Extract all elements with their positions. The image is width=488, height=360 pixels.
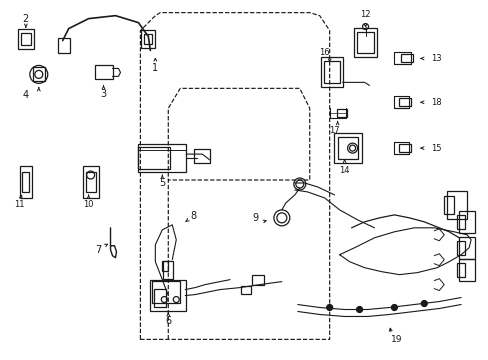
Bar <box>22 172 29 192</box>
Text: 4: 4 <box>23 90 29 100</box>
Bar <box>152 280 180 302</box>
Text: 1: 1 <box>152 63 158 73</box>
Bar <box>456 241 464 255</box>
Bar <box>144 33 152 44</box>
Bar <box>138 147 170 169</box>
Bar <box>458 211 474 233</box>
Bar <box>337 137 357 159</box>
Bar <box>85 172 95 192</box>
Bar <box>356 32 374 54</box>
Circle shape <box>390 305 397 310</box>
Bar <box>401 54 412 62</box>
Text: 15: 15 <box>430 144 441 153</box>
Text: 13: 13 <box>430 54 441 63</box>
Text: 7: 7 <box>95 245 102 255</box>
Bar <box>154 289 166 306</box>
Bar <box>18 28 34 49</box>
Bar <box>456 215 464 229</box>
Bar <box>20 166 32 198</box>
Bar <box>21 32 31 45</box>
Bar <box>458 259 474 280</box>
Text: 12: 12 <box>360 10 370 19</box>
Bar <box>399 98 410 106</box>
Bar <box>323 62 339 84</box>
Bar <box>141 30 155 48</box>
Bar <box>251 275 264 285</box>
Text: 18: 18 <box>430 98 441 107</box>
Text: 9: 9 <box>251 213 258 223</box>
Bar <box>336 109 346 117</box>
Bar <box>399 144 410 152</box>
Text: 16: 16 <box>319 48 329 57</box>
Circle shape <box>421 301 427 306</box>
Text: 6: 6 <box>165 316 171 327</box>
Text: 8: 8 <box>190 211 196 221</box>
Bar <box>320 58 342 87</box>
Text: 14: 14 <box>339 166 349 175</box>
Bar <box>162 261 168 271</box>
Text: 5: 5 <box>159 178 165 188</box>
Bar <box>458 237 474 259</box>
Bar <box>82 166 99 198</box>
Bar <box>33 67 45 81</box>
Bar <box>138 144 186 172</box>
Bar <box>456 263 464 276</box>
Bar <box>241 285 250 293</box>
Text: 10: 10 <box>83 201 94 210</box>
Text: 11: 11 <box>14 201 24 210</box>
Bar <box>447 191 466 219</box>
Bar <box>163 261 173 279</box>
Bar <box>94 66 112 80</box>
Circle shape <box>356 306 362 312</box>
Bar <box>58 37 69 54</box>
Text: 2: 2 <box>22 14 29 24</box>
Bar <box>443 196 453 214</box>
Text: 19: 19 <box>390 335 401 344</box>
Circle shape <box>326 305 332 310</box>
Bar <box>353 28 377 58</box>
Bar <box>333 133 361 163</box>
Bar <box>150 280 186 311</box>
Text: 3: 3 <box>100 89 106 99</box>
Text: 17: 17 <box>328 126 339 135</box>
Bar <box>194 149 210 163</box>
